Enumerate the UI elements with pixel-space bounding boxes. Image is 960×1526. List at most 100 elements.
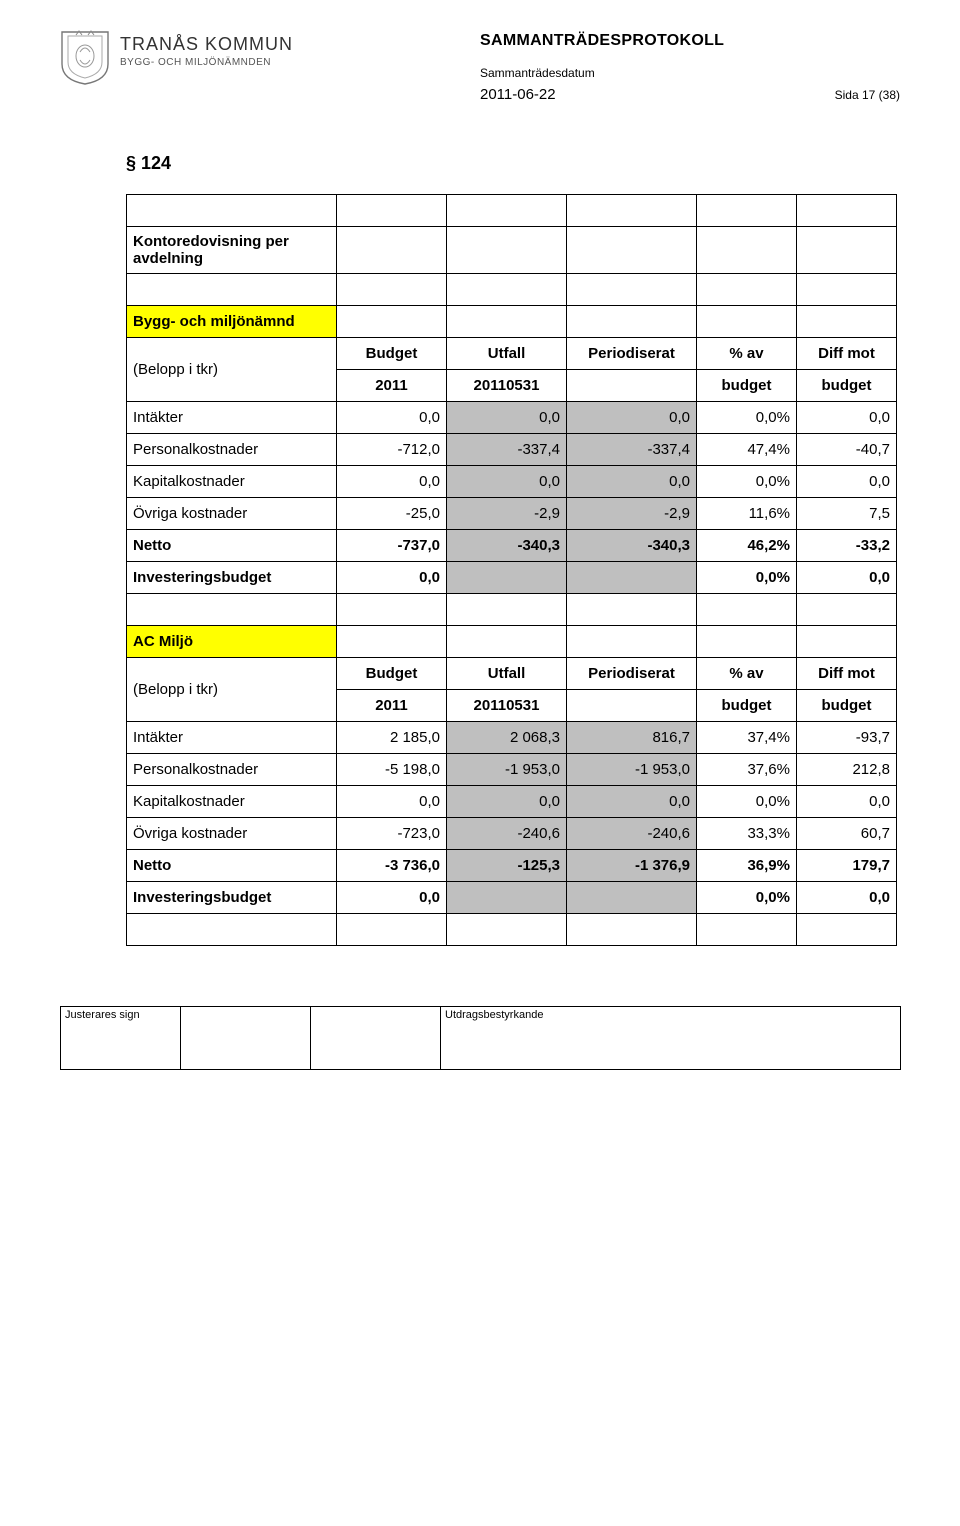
cell xyxy=(567,882,697,914)
footer-table: Justerares sign Utdragsbestyrkande xyxy=(60,1006,901,1070)
cell: -712,0 xyxy=(337,434,447,466)
table-row xyxy=(61,1023,901,1069)
cell: 2 068,3 xyxy=(447,722,567,754)
col-header: Diff mot xyxy=(797,658,897,690)
meeting-date-row: 2011-06-22 Sida 17 (38) xyxy=(480,86,900,103)
cell: 212,8 xyxy=(797,754,897,786)
table-row xyxy=(127,195,897,227)
col-header: (Belopp i tkr) xyxy=(127,338,337,402)
col-header: % av xyxy=(697,338,797,370)
cell: 0,0 xyxy=(797,562,897,594)
cell: 0,0% xyxy=(697,402,797,434)
cell: -1 953,0 xyxy=(567,754,697,786)
cell: -340,3 xyxy=(567,530,697,562)
cell: 0,0 xyxy=(337,466,447,498)
col-header: Budget xyxy=(337,658,447,690)
cell: 0,0 xyxy=(337,562,447,594)
row-label: Personalkostnader xyxy=(127,754,337,786)
table-row: AC Miljö xyxy=(127,626,897,658)
cell: 179,7 xyxy=(797,850,897,882)
header-right: SAMMANTRÄDESPROTOKOLL Sammanträdesdatum … xyxy=(480,30,900,103)
col-header: (Belopp i tkr) xyxy=(127,658,337,722)
cell: 7,5 xyxy=(797,498,897,530)
cell: 816,7 xyxy=(567,722,697,754)
cell: 60,7 xyxy=(797,818,897,850)
col-header: budget xyxy=(697,690,797,722)
cell: -25,0 xyxy=(337,498,447,530)
table-header-row: (Belopp i tkr) Budget Utfall Periodisera… xyxy=(127,338,897,370)
page-number: Sida 17 (38) xyxy=(835,88,900,102)
footer-cell xyxy=(181,1007,311,1024)
cell: -723,0 xyxy=(337,818,447,850)
cell: -337,4 xyxy=(447,434,567,466)
col-header: Utfall xyxy=(447,658,567,690)
table-row xyxy=(127,914,897,946)
cell: -93,7 xyxy=(797,722,897,754)
cell: 0,0 xyxy=(337,882,447,914)
cell: 46,2% xyxy=(697,530,797,562)
col-header: 2011 xyxy=(337,370,447,402)
logo-block: TRANÅS KOMMUN BYGG- OCH MILJÖNÄMNDEN xyxy=(60,30,480,86)
table-title: Kontoredovisning per avdelning xyxy=(127,227,337,274)
table-header-row: (Belopp i tkr) Budget Utfall Periodisera… xyxy=(127,658,897,690)
cell: 0,0 xyxy=(337,402,447,434)
cell: 0,0 xyxy=(797,402,897,434)
col-header: budget xyxy=(797,690,897,722)
cell: -2,9 xyxy=(447,498,567,530)
doc-title: SAMMANTRÄDESPROTOKOLL xyxy=(480,32,900,50)
cell: -340,3 xyxy=(447,530,567,562)
cell: 11,6% xyxy=(697,498,797,530)
cell: 47,4% xyxy=(697,434,797,466)
row-label: Personalkostnader xyxy=(127,434,337,466)
table-row xyxy=(127,594,897,626)
cell: 33,3% xyxy=(697,818,797,850)
meeting-label: Sammanträdesdatum xyxy=(480,66,900,80)
col-header xyxy=(567,690,697,722)
cell: 0,0 xyxy=(447,466,567,498)
table-row: Kontoredovisning per avdelning xyxy=(127,227,897,274)
cell: 37,6% xyxy=(697,754,797,786)
table-row: Personalkostnader-5 198,0-1 953,0-1 953,… xyxy=(127,754,897,786)
row-label: Netto xyxy=(127,530,337,562)
footer-cell xyxy=(311,1007,441,1024)
table-row: Personalkostnader-712,0-337,4-337,447,4%… xyxy=(127,434,897,466)
cell: 0,0% xyxy=(697,562,797,594)
crest-icon xyxy=(60,30,110,86)
row-label: Intäkter xyxy=(127,722,337,754)
row-label: Netto xyxy=(127,850,337,882)
footer-right-label: Utdragsbestyrkande xyxy=(441,1007,901,1024)
org-subname: BYGG- OCH MILJÖNÄMNDEN xyxy=(120,57,293,68)
table-row: Netto-3 736,0-125,3-1 376,936,9%179,7 xyxy=(127,850,897,882)
table-row: Bygg- och miljönämnd xyxy=(127,306,897,338)
table-row: Kapitalkostnader0,00,00,00,0%0,0 xyxy=(127,786,897,818)
table-row: Investeringsbudget0,00,0%0,0 xyxy=(127,562,897,594)
col-header xyxy=(567,370,697,402)
table-row xyxy=(127,274,897,306)
table-row: Netto-737,0-340,3-340,346,2%-33,2 xyxy=(127,530,897,562)
cell xyxy=(567,562,697,594)
cell: 37,4% xyxy=(697,722,797,754)
table-row: Intäkter0,00,00,00,0%0,0 xyxy=(127,402,897,434)
budget-table-2: AC Miljö (Belopp i tkr) Budget Utfall Pe… xyxy=(126,593,897,946)
row-label: Investeringsbudget xyxy=(127,882,337,914)
cell: 2 185,0 xyxy=(337,722,447,754)
table-row: Övriga kostnader-723,0-240,6-240,633,3%6… xyxy=(127,818,897,850)
cell: 0,0 xyxy=(567,402,697,434)
cell: -40,7 xyxy=(797,434,897,466)
col-header: Periodiserat xyxy=(567,338,697,370)
cell: 0,0 xyxy=(567,466,697,498)
col-header: 20110531 xyxy=(447,370,567,402)
row-label: Kapitalkostnader xyxy=(127,466,337,498)
footer-cell xyxy=(441,1023,901,1069)
footer-cell xyxy=(181,1023,311,1069)
footer-cell xyxy=(61,1023,181,1069)
col-header: Diff mot xyxy=(797,338,897,370)
budget-table-1: Kontoredovisning per avdelning Bygg- och… xyxy=(126,194,897,594)
table-row: Kapitalkostnader0,00,00,00,0%0,0 xyxy=(127,466,897,498)
cell: 0,0 xyxy=(797,466,897,498)
footer-cell xyxy=(311,1023,441,1069)
cell: -240,6 xyxy=(447,818,567,850)
org-name: TRANÅS KOMMUN xyxy=(120,34,293,55)
col-header: Periodiserat xyxy=(567,658,697,690)
col-header: budget xyxy=(697,370,797,402)
